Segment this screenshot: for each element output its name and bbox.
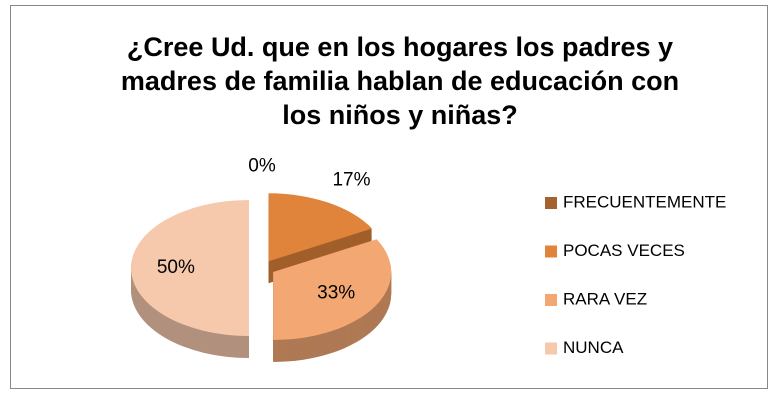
- slice: [268, 193, 373, 262]
- legend-label: RARA VEZ: [563, 289, 647, 308]
- slice: [131, 200, 249, 336]
- legend-label: FRECUENTEMENTE: [563, 192, 726, 211]
- data-label: 0%: [248, 155, 276, 176]
- legend-label: NUNCA: [563, 338, 624, 357]
- chart-title: ¿Cree Ud. que en los hogares los padres …: [120, 32, 680, 130]
- legend-label: POCAS VECES: [563, 241, 685, 260]
- slice: [273, 239, 392, 340]
- data-label: 33%: [317, 282, 355, 303]
- legend-swatch: [545, 342, 557, 355]
- legend-swatch: [545, 245, 557, 258]
- data-label: 50%: [157, 257, 195, 278]
- legend-swatch: [545, 294, 557, 306]
- data-label: 17%: [332, 170, 370, 191]
- chart-frame: [10, 5, 768, 389]
- legend-swatch: [545, 197, 557, 209]
